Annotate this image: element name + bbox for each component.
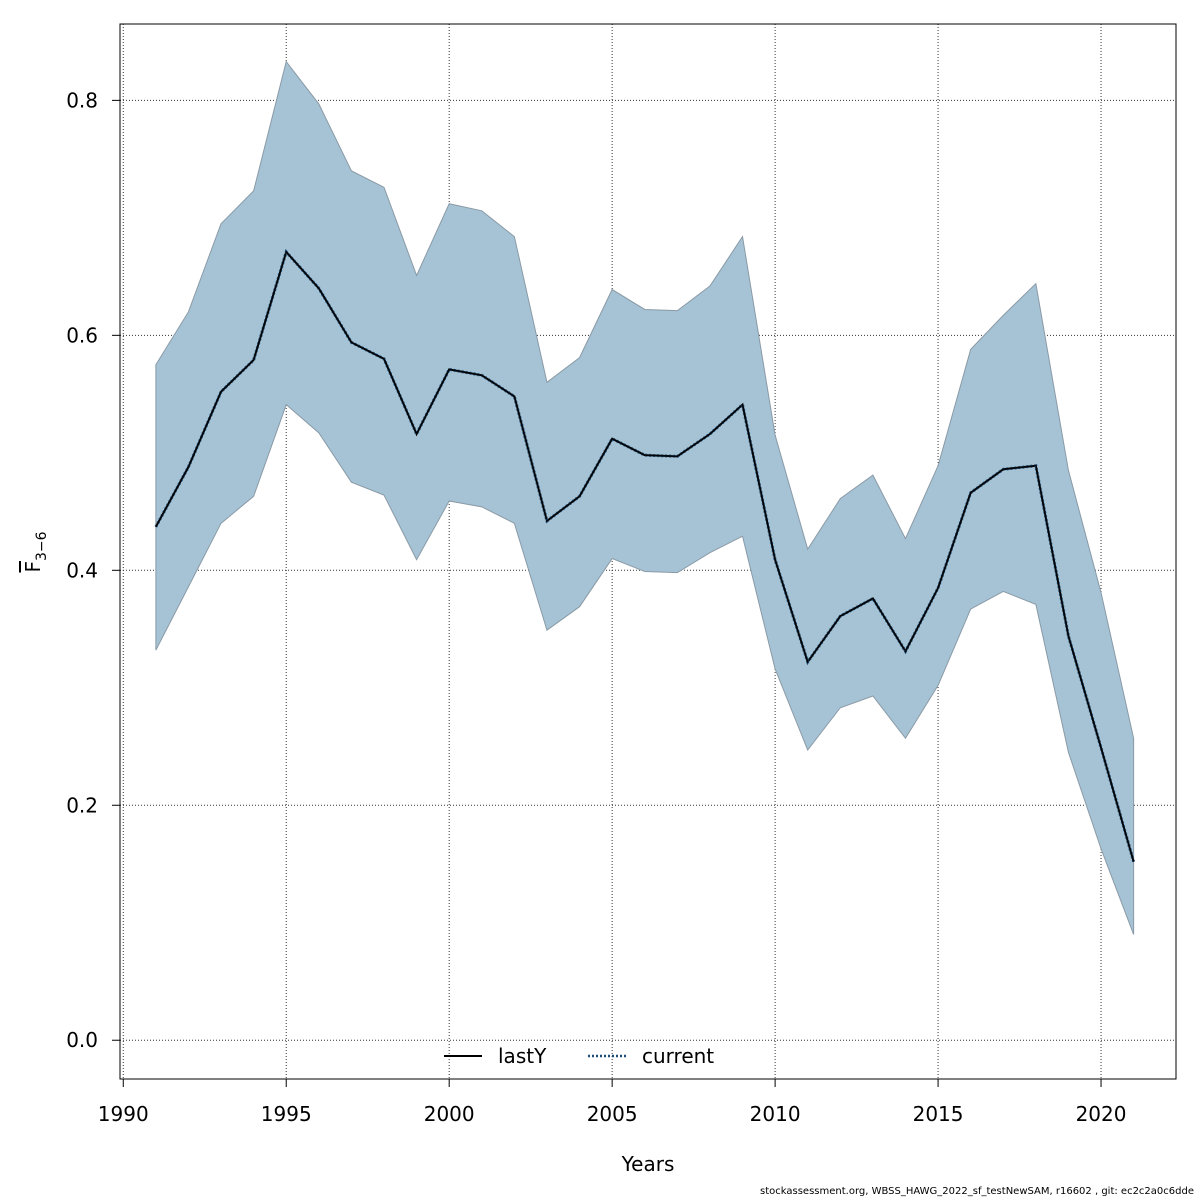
x-tick-label: 1995 (261, 1102, 312, 1126)
x-tick-label: 2005 (587, 1102, 638, 1126)
y-axis-label-subscript: 3−6 (34, 531, 50, 561)
confidence-band-layer (155, 60, 1135, 935)
confidence-band (155, 60, 1135, 935)
x-tick-label: 2020 (1076, 1102, 1127, 1126)
series-line-current-inner (155, 250, 1135, 862)
y-tick-label: 0.4 (66, 558, 98, 582)
svg-text:F3−6: F3−6 (21, 531, 50, 572)
legend-label-lastY: lastY (498, 1044, 547, 1068)
legend-label-current: current (642, 1044, 714, 1068)
y-tick-label: 0.8 (66, 88, 98, 112)
y-axis-label: F3−6 (21, 531, 50, 572)
x-tick-label: 1990 (98, 1102, 149, 1126)
x-tick-label: 2000 (424, 1102, 475, 1126)
x-tick-label: 2015 (913, 1102, 964, 1126)
footer-credit: stockassessment.org, WBSS_HAWG_2022_sf_t… (760, 1186, 1194, 1197)
x-tick-label: 2010 (750, 1102, 801, 1126)
legend: lastY current (444, 1044, 714, 1068)
y-tick-label: 0.6 (66, 323, 98, 347)
y-tick-label: 0.0 (66, 1028, 98, 1052)
y-tick-label: 0.2 (66, 793, 98, 817)
axes-layer: 1990 1995 2000 2005 2010 2015 2020 0.0 0.2 0.4 0.6… (66, 23, 1177, 1126)
y-axis-label-main: F (21, 561, 45, 573)
x-axis-label: Years (621, 1152, 675, 1176)
series-line-layer (154, 248, 1136, 863)
